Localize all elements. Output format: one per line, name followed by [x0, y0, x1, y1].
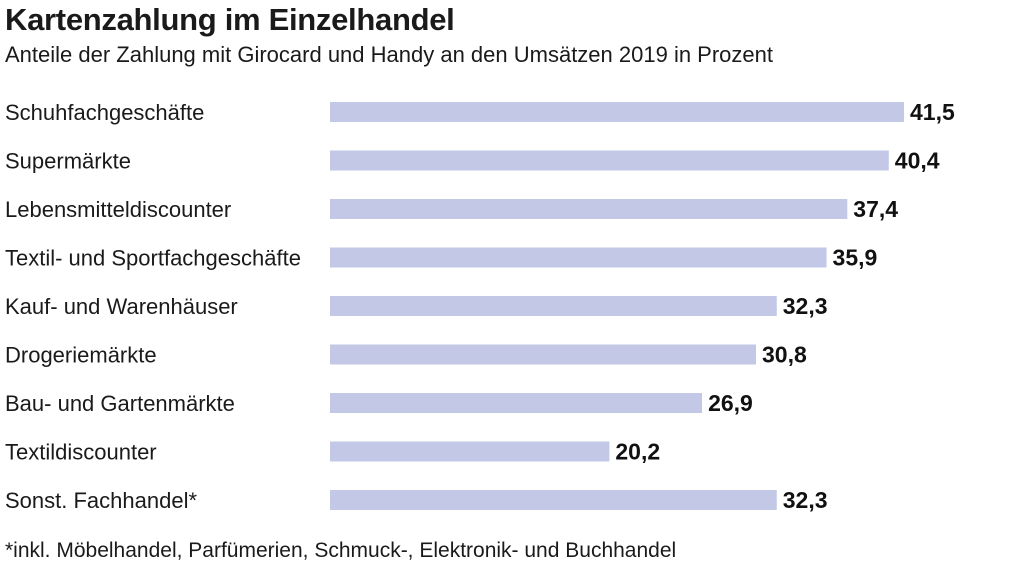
category-label-4: Textil- und Sportfachgeschäfte — [5, 246, 301, 271]
value-label-7: 26,9 — [708, 390, 753, 416]
value-label-5: 32,3 — [783, 293, 828, 319]
bar-4 — [330, 247, 827, 268]
bar-1 — [330, 102, 904, 122]
bar-5 — [330, 296, 777, 316]
category-label-1: Schuhfachgeschäfte — [5, 100, 204, 125]
value-label-9: 32,3 — [783, 487, 828, 513]
bar-8 — [330, 441, 610, 462]
chart-footnote: *inkl. Möbelhandel, Parfümerien, Schmuck… — [5, 539, 677, 562]
category-label-5: Kauf- und Warenhäuser — [5, 294, 238, 319]
category-label-3: Lebensmitteldiscounter — [5, 197, 231, 222]
chart-subtitle: Anteile der Zahlung mit Girocard und Han… — [5, 42, 773, 67]
value-label-1: 41,5 — [910, 99, 955, 125]
value-label-3: 37,4 — [853, 196, 898, 222]
category-label-9: Sonst. Fachhandel* — [5, 488, 197, 513]
bar-9 — [330, 490, 777, 510]
chart-title: Kartenzahlung im Einzelhandel — [5, 2, 455, 37]
value-label-6: 30,8 — [762, 342, 807, 368]
category-label-6: Drogeriemärkte — [5, 343, 157, 368]
bar-7 — [330, 393, 703, 413]
bar-2 — [330, 150, 889, 171]
category-label-7: Bau- und Gartenmärkte — [5, 391, 235, 416]
category-label-8: Textildiscounter — [5, 440, 157, 465]
bar-3 — [330, 199, 848, 219]
category-label-2: Supermärkte — [5, 149, 131, 174]
bar-6 — [330, 344, 757, 365]
value-label-8: 20,2 — [615, 439, 660, 465]
value-label-4: 35,9 — [833, 245, 878, 271]
value-label-2: 40,4 — [895, 148, 940, 174]
